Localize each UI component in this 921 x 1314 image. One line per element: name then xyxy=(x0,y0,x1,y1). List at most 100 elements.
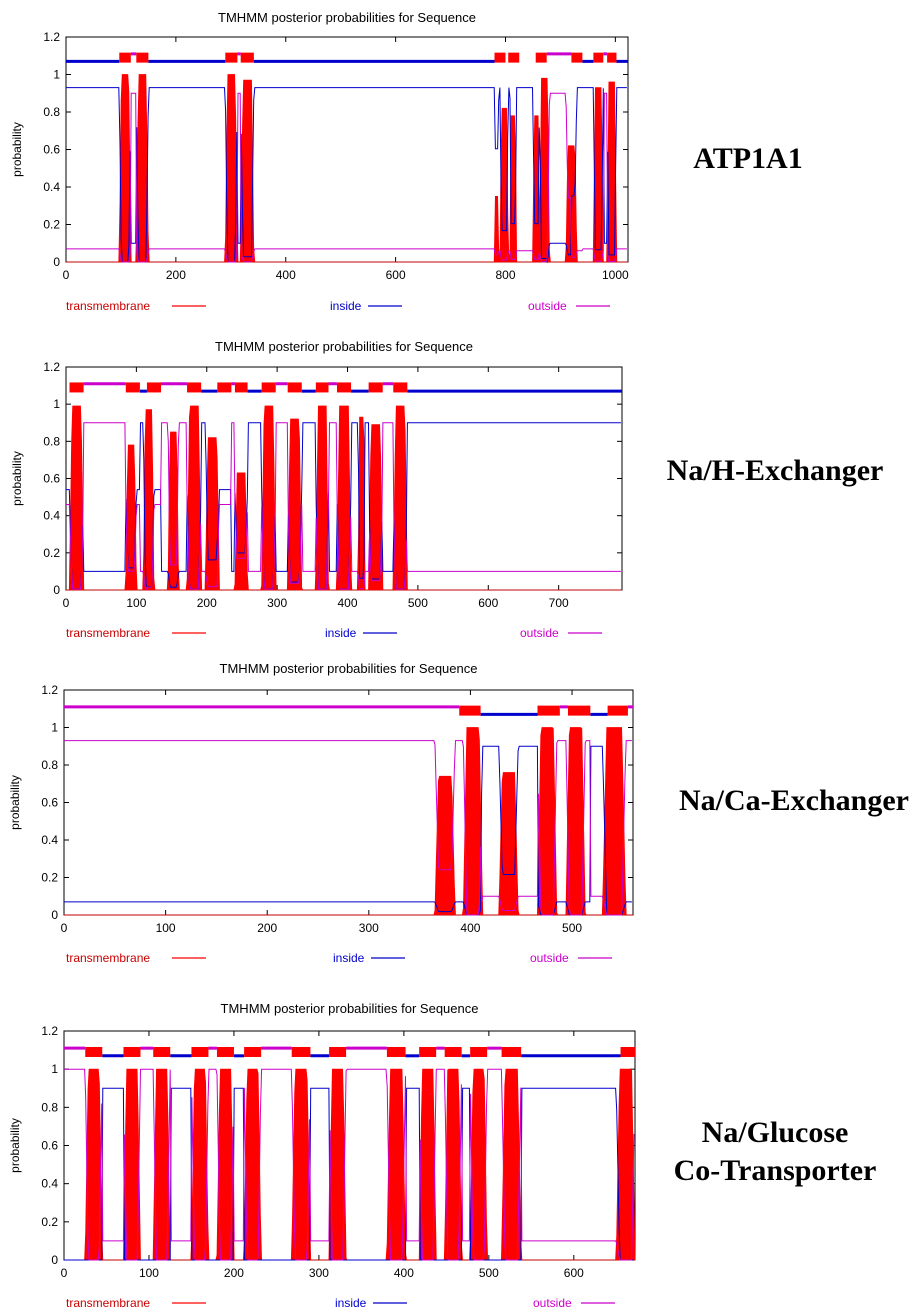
x-tick-label: 400 xyxy=(394,1266,414,1280)
legend-inside-label: inside xyxy=(335,1296,367,1310)
y-tick-label: 0.4 xyxy=(43,509,60,523)
topology-tm-block xyxy=(607,52,617,63)
topology-tm-block xyxy=(508,52,520,63)
topology-tm-block xyxy=(123,1046,141,1057)
legend-transmembrane-label: transmembrane xyxy=(66,1296,150,1310)
topology-tm-block xyxy=(459,705,481,716)
tmhmm-panel-2: TMHMM posterior probabilities for Sequen… xyxy=(10,339,883,640)
y-tick-label: 0.6 xyxy=(43,472,60,486)
topology-tm-block xyxy=(234,382,248,393)
tmhmm-panel-3: TMHMM posterior probabilities for Sequen… xyxy=(8,661,909,965)
topology-tm-block xyxy=(444,1046,462,1057)
topology-tm-block xyxy=(125,382,140,393)
x-tick-label: 600 xyxy=(478,596,498,610)
legend-inside-label: inside xyxy=(330,299,362,313)
y-tick-label: 0.2 xyxy=(43,546,60,560)
transmembrane-area xyxy=(64,727,633,916)
topology-tm-block xyxy=(146,382,162,393)
y-axis-label: probability xyxy=(8,775,22,830)
topology-tm-block xyxy=(386,1046,406,1057)
legend-outside-label: outside xyxy=(533,1296,572,1310)
topology-tm-block xyxy=(336,382,352,393)
y-tick-label: 0.6 xyxy=(41,796,58,810)
y-tick-label: 1.2 xyxy=(43,360,60,374)
y-tick-label: 0.8 xyxy=(41,758,58,772)
tmhmm-panel-1: TMHMM posterior probabilities for Sequen… xyxy=(10,10,803,313)
y-tick-label: 0.4 xyxy=(41,833,58,847)
topology-tm-block xyxy=(240,52,254,63)
topology-tm-block xyxy=(393,382,408,393)
x-tick-label: 0 xyxy=(61,1266,68,1280)
outside-curve xyxy=(64,740,632,916)
x-tick-label: 400 xyxy=(276,268,296,282)
protein-label: Na/Ca-Exchanger xyxy=(679,784,909,817)
y-tick-label: 1 xyxy=(51,721,58,735)
outside-curve xyxy=(66,422,621,591)
x-tick-label: 600 xyxy=(386,268,406,282)
legend-inside-label: inside xyxy=(325,626,357,640)
y-tick-label: 0 xyxy=(51,1253,58,1267)
topology-tm-block xyxy=(69,382,84,393)
y-tick-label: 0.2 xyxy=(43,218,60,232)
legend-outside-label: outside xyxy=(528,299,567,313)
legend-transmembrane-label: transmembrane xyxy=(66,299,150,313)
topology-tm-block xyxy=(119,52,131,63)
topology-tm-block xyxy=(567,705,591,716)
x-tick-label: 300 xyxy=(267,596,287,610)
y-tick-label: 1.2 xyxy=(41,1024,58,1038)
topology-tm-block xyxy=(85,1046,103,1057)
y-tick-label: 0 xyxy=(53,255,60,269)
chart-title: TMHMM posterior probabilities for Sequen… xyxy=(220,661,478,676)
legend-outside-label: outside xyxy=(520,626,559,640)
y-tick-label: 0.8 xyxy=(43,434,60,448)
y-tick-label: 1 xyxy=(53,68,60,82)
topology-tm-block xyxy=(136,52,149,63)
y-tick-label: 0.6 xyxy=(41,1139,58,1153)
topology-tm-block xyxy=(593,52,604,63)
x-tick-label: 1000 xyxy=(602,268,629,282)
y-tick-label: 1.2 xyxy=(41,683,58,697)
transmembrane-area xyxy=(66,74,628,263)
topology-tm-block xyxy=(187,382,202,393)
y-tick-label: 1 xyxy=(51,1062,58,1076)
x-tick-label: 100 xyxy=(139,1266,159,1280)
x-tick-label: 400 xyxy=(460,921,480,935)
protein-label: ATP1A1 xyxy=(693,142,802,175)
legend-outside-label: outside xyxy=(530,951,569,965)
topology-tm-block xyxy=(217,382,232,393)
topology-tm-block xyxy=(494,52,506,63)
topology-tm-block xyxy=(368,382,383,393)
x-tick-label: 600 xyxy=(564,1266,584,1280)
legend-inside-label: inside xyxy=(333,951,365,965)
x-tick-label: 200 xyxy=(257,921,277,935)
topology-tm-block xyxy=(291,1046,311,1057)
y-tick-label: 0 xyxy=(53,583,60,597)
y-tick-label: 1.2 xyxy=(43,30,60,44)
topology-tm-block xyxy=(216,1046,234,1057)
x-tick-label: 100 xyxy=(156,921,176,935)
x-tick-label: 200 xyxy=(224,1266,244,1280)
plot-frame xyxy=(63,1030,636,1261)
x-tick-label: 400 xyxy=(338,596,358,610)
topology-tm-block xyxy=(607,705,628,716)
inside-curve xyxy=(66,87,627,264)
x-tick-label: 700 xyxy=(549,596,569,610)
protein-label: Na/H-Exchanger xyxy=(667,454,884,487)
x-tick-label: 300 xyxy=(309,1266,329,1280)
inside-curve xyxy=(64,745,632,916)
x-tick-label: 0 xyxy=(63,268,70,282)
x-tick-label: 300 xyxy=(359,921,379,935)
y-tick-label: 0.4 xyxy=(41,1177,58,1191)
y-tick-label: 0 xyxy=(51,908,58,922)
transmembrane-area xyxy=(64,1068,636,1261)
topology-tm-block xyxy=(287,382,302,393)
legend-transmembrane-label: transmembrane xyxy=(66,626,150,640)
x-tick-label: 0 xyxy=(63,596,70,610)
outside-curve xyxy=(64,1068,635,1261)
protein-label: Na/Glucose xyxy=(702,1116,849,1149)
topology-tm-block xyxy=(329,1046,347,1057)
topology-tm-block xyxy=(537,705,560,716)
topology-tm-block xyxy=(571,52,583,63)
legend-transmembrane-label: transmembrane xyxy=(66,951,150,965)
